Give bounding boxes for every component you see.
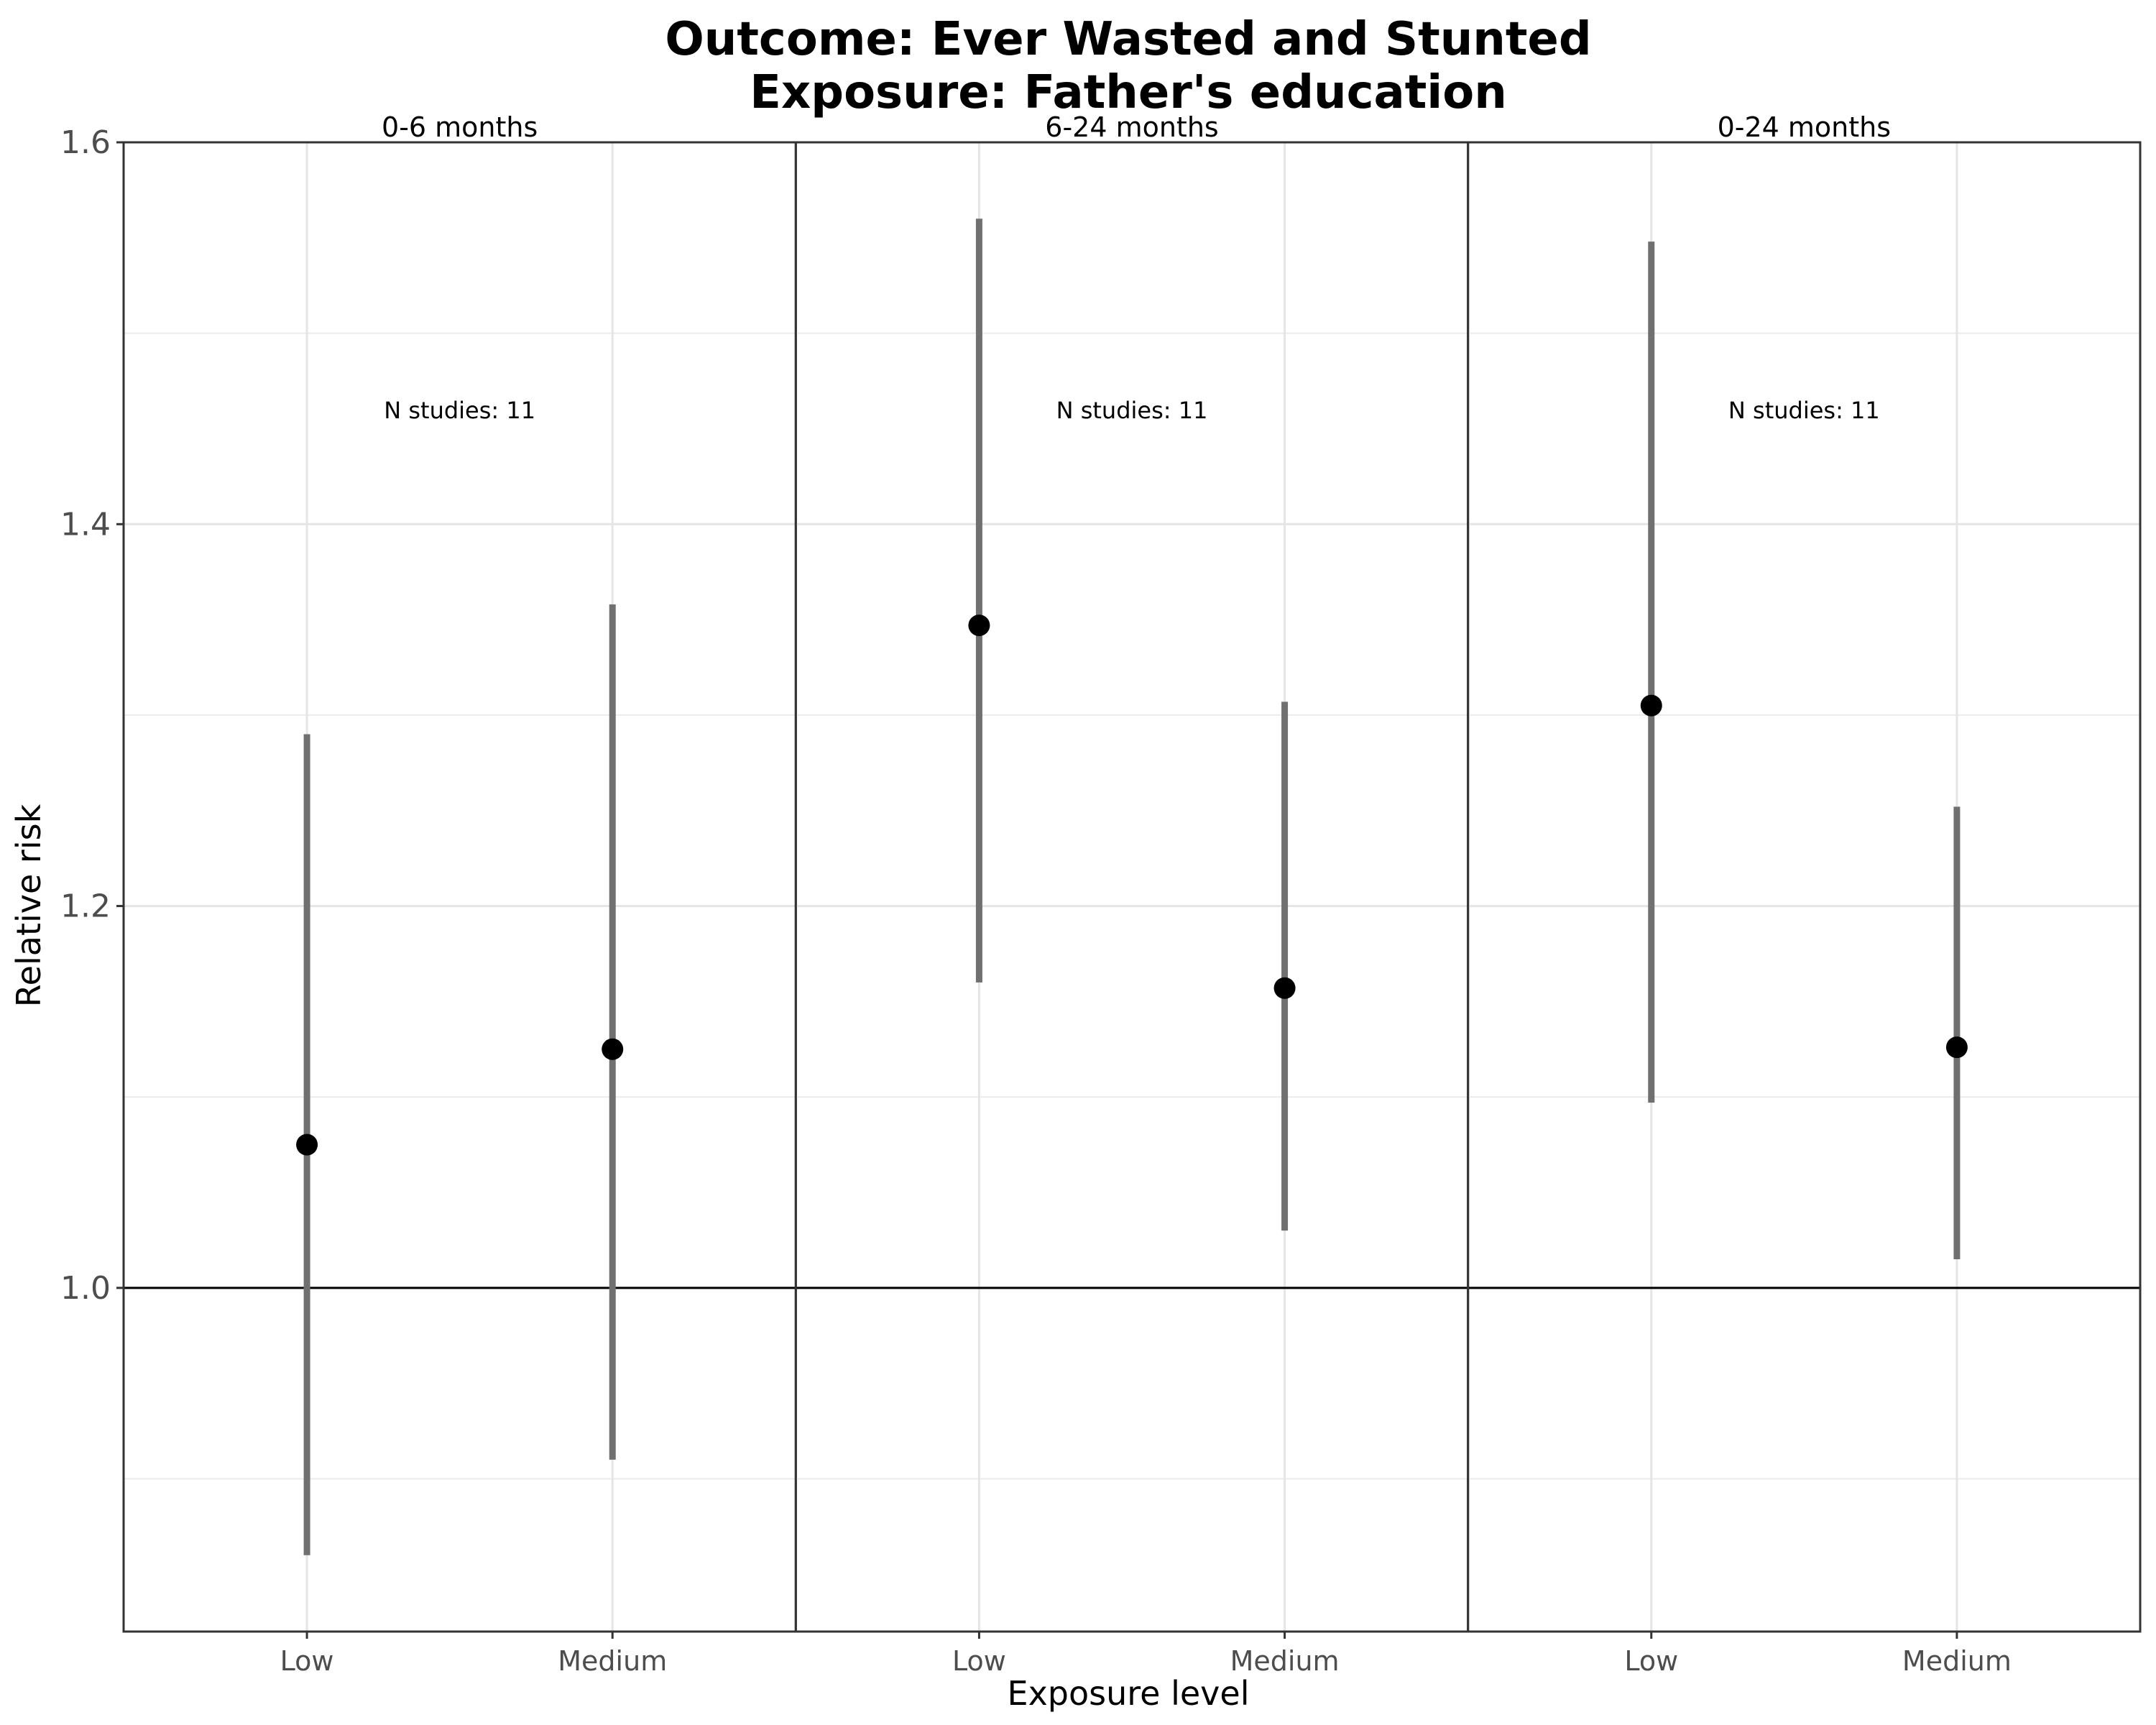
x-tick-label: Medium bbox=[558, 1645, 667, 1677]
panel-border bbox=[1467, 141, 2142, 1633]
panel-label: 0-24 months bbox=[1718, 111, 1891, 143]
plot-area: 0-6 months N studies: 11 Low Medium 6-24 mon… bbox=[60, 111, 2142, 1677]
panel-label: 0-6 months bbox=[382, 111, 538, 143]
x-tick-label: Low bbox=[1624, 1645, 1678, 1677]
n-studies-annotation: N studies: 11 bbox=[1056, 397, 1208, 424]
y-axis-label: Relative risk bbox=[9, 804, 48, 1007]
point-estimate bbox=[1273, 977, 1296, 999]
panel-label: 6-24 months bbox=[1045, 111, 1218, 143]
n-studies-annotation: N studies: 11 bbox=[1728, 397, 1880, 424]
point-estimate bbox=[602, 1038, 624, 1060]
x-tick-label: Low bbox=[280, 1645, 334, 1677]
x-axis-label: Exposure level bbox=[1008, 1674, 1250, 1713]
point-estimate bbox=[1640, 694, 1662, 717]
chart-title-line2: Exposure: Father's education bbox=[750, 66, 1507, 119]
y-tick-label: 1.0 bbox=[60, 1270, 111, 1307]
x-tick-label: Medium bbox=[1230, 1645, 1340, 1677]
x-tick-label: Medium bbox=[1902, 1645, 2012, 1677]
y-tick-label: 1.2 bbox=[60, 888, 111, 925]
point-estimate bbox=[296, 1133, 318, 1156]
y-tick-label: 1.4 bbox=[60, 506, 111, 543]
n-studies-annotation: N studies: 11 bbox=[384, 397, 535, 424]
y-tick-label: 1.6 bbox=[60, 124, 111, 161]
x-tick-label: Low bbox=[952, 1645, 1006, 1677]
chart-title-line1: Outcome: Ever Wasted and Stunted bbox=[665, 13, 1591, 66]
point-estimate bbox=[1945, 1036, 1968, 1059]
point-estimate bbox=[968, 615, 990, 637]
